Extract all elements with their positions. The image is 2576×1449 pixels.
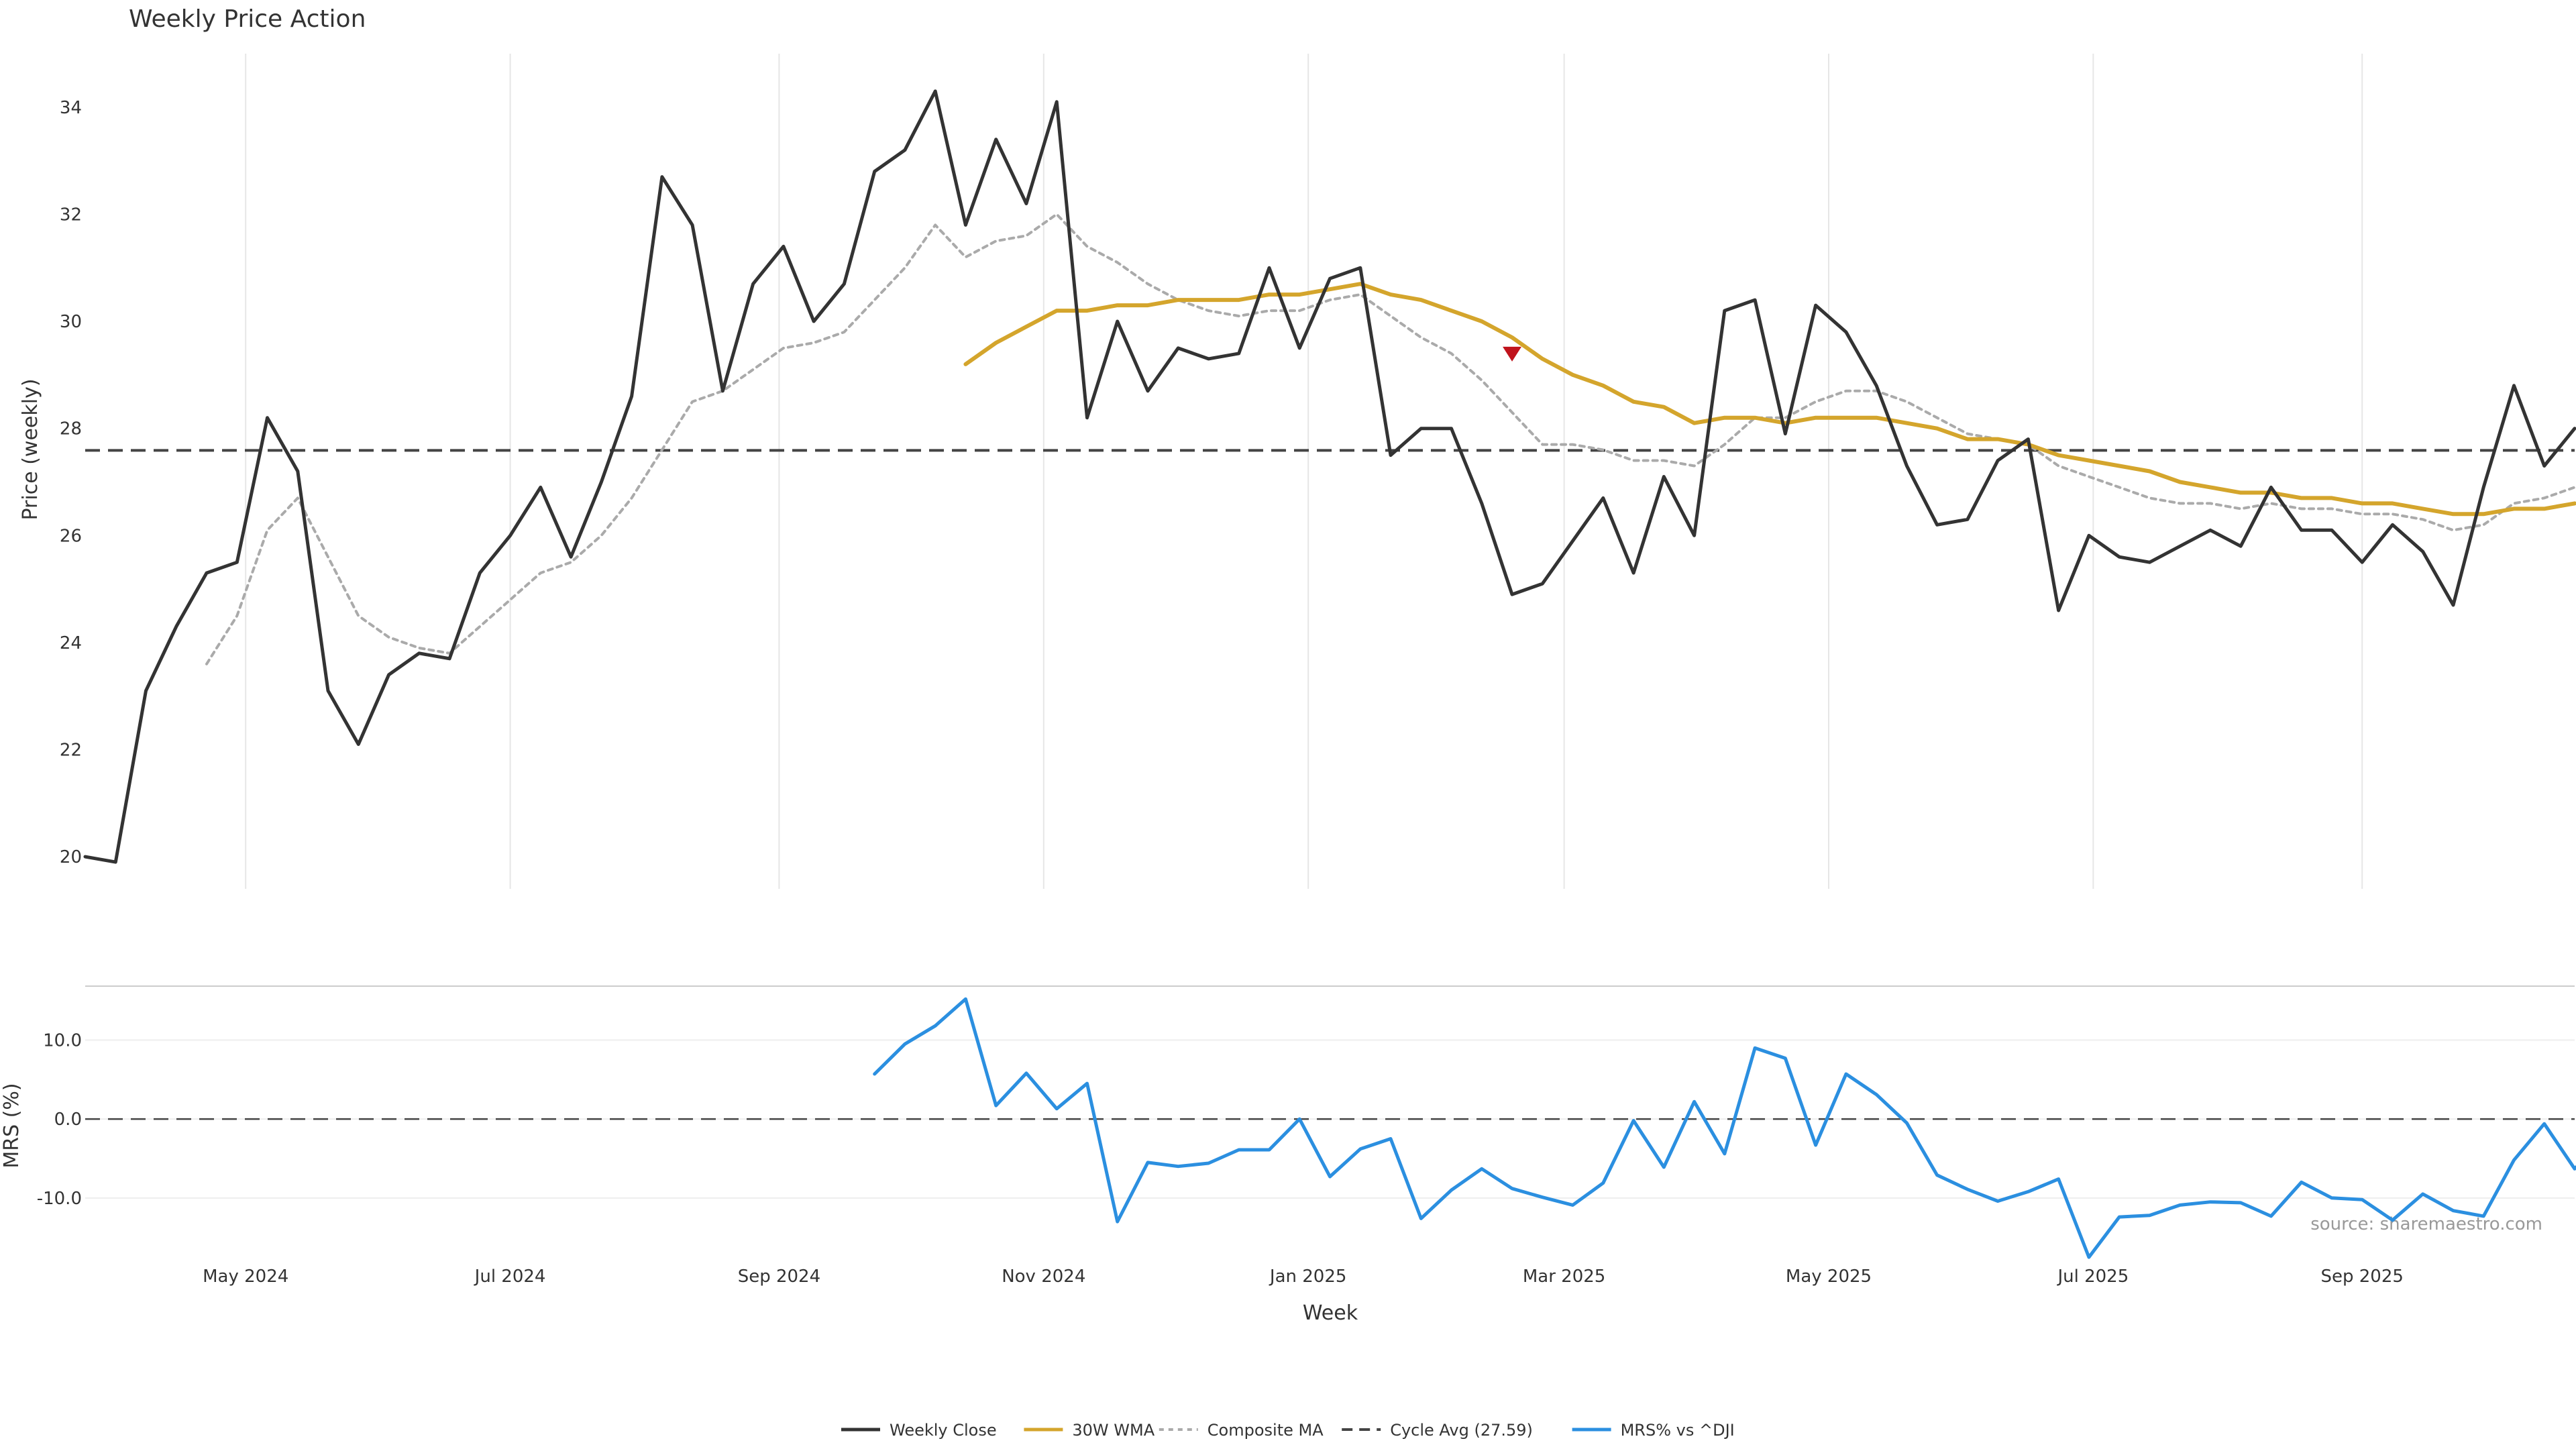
price-y-axis-label: Price (weekly) [19,378,42,520]
price-y-tick-label: 24 [60,633,82,653]
price-y-tick-label: 34 [60,98,82,118]
x-tick-label: Jul 2024 [474,1267,546,1287]
x-axis-label: Week [1303,1301,1358,1325]
mrs-y-tick-label: 0.0 [54,1110,82,1130]
price-y-tick-label: 32 [60,205,82,225]
x-tick-label: Jan 2025 [1269,1267,1347,1287]
price-y-tick-label: 22 [60,741,82,761]
price-y-tick-label: 20 [60,847,82,867]
mrs-dji-line [873,997,2576,1259]
x-tick-label: Jul 2025 [2056,1267,2129,1287]
weekly-close-line [83,89,2576,864]
price-y-tick-label: 28 [60,419,82,439]
sell-signal-marker [1503,346,1522,362]
legend: Weekly Close 30W WMA Composite MA Cycle Avg… [841,1421,1735,1440]
source-note: source: sharemaestro.com [2310,1214,2542,1234]
legend-item-label: Composite MA [1208,1421,1324,1440]
mrs-y-tick-label: 10.0 [43,1030,82,1051]
wma-30w-line [963,282,2576,517]
price-chart-title: Weekly Price Action [129,5,366,33]
price-y-tick-label: 26 [60,526,82,546]
reference-line-layer [85,449,2575,1120]
x-tick-label: May 2025 [1786,1267,1872,1287]
legend-item-label: Weekly Close [890,1421,997,1440]
x-tick-label: Mar 2025 [1523,1267,1606,1287]
x-tick-label: Nov 2024 [1002,1267,1085,1287]
series-layer [83,89,2576,1259]
mrs-y-tick-label: -10.0 [37,1189,82,1209]
legend-item-label: MRS% vs ^DJI [1621,1421,1735,1440]
tick-label-layer: May 2024 Jul 2024 Sep 2024 Nov 2024 Jan 2025… [37,98,2404,1287]
mrs-y-axis-label: MRS (%) [0,1083,23,1168]
legend-item-label: Cycle Avg (27.59) [1390,1421,1533,1440]
x-tick-label: Sep 2024 [738,1267,820,1287]
legend-item-label: 30W WMA [1072,1421,1155,1440]
x-tick-label: May 2024 [203,1267,288,1287]
composite-ma-line [205,213,2576,665]
price-y-tick-label: 30 [60,312,82,332]
x-tick-label: Sep 2025 [2320,1267,2403,1287]
